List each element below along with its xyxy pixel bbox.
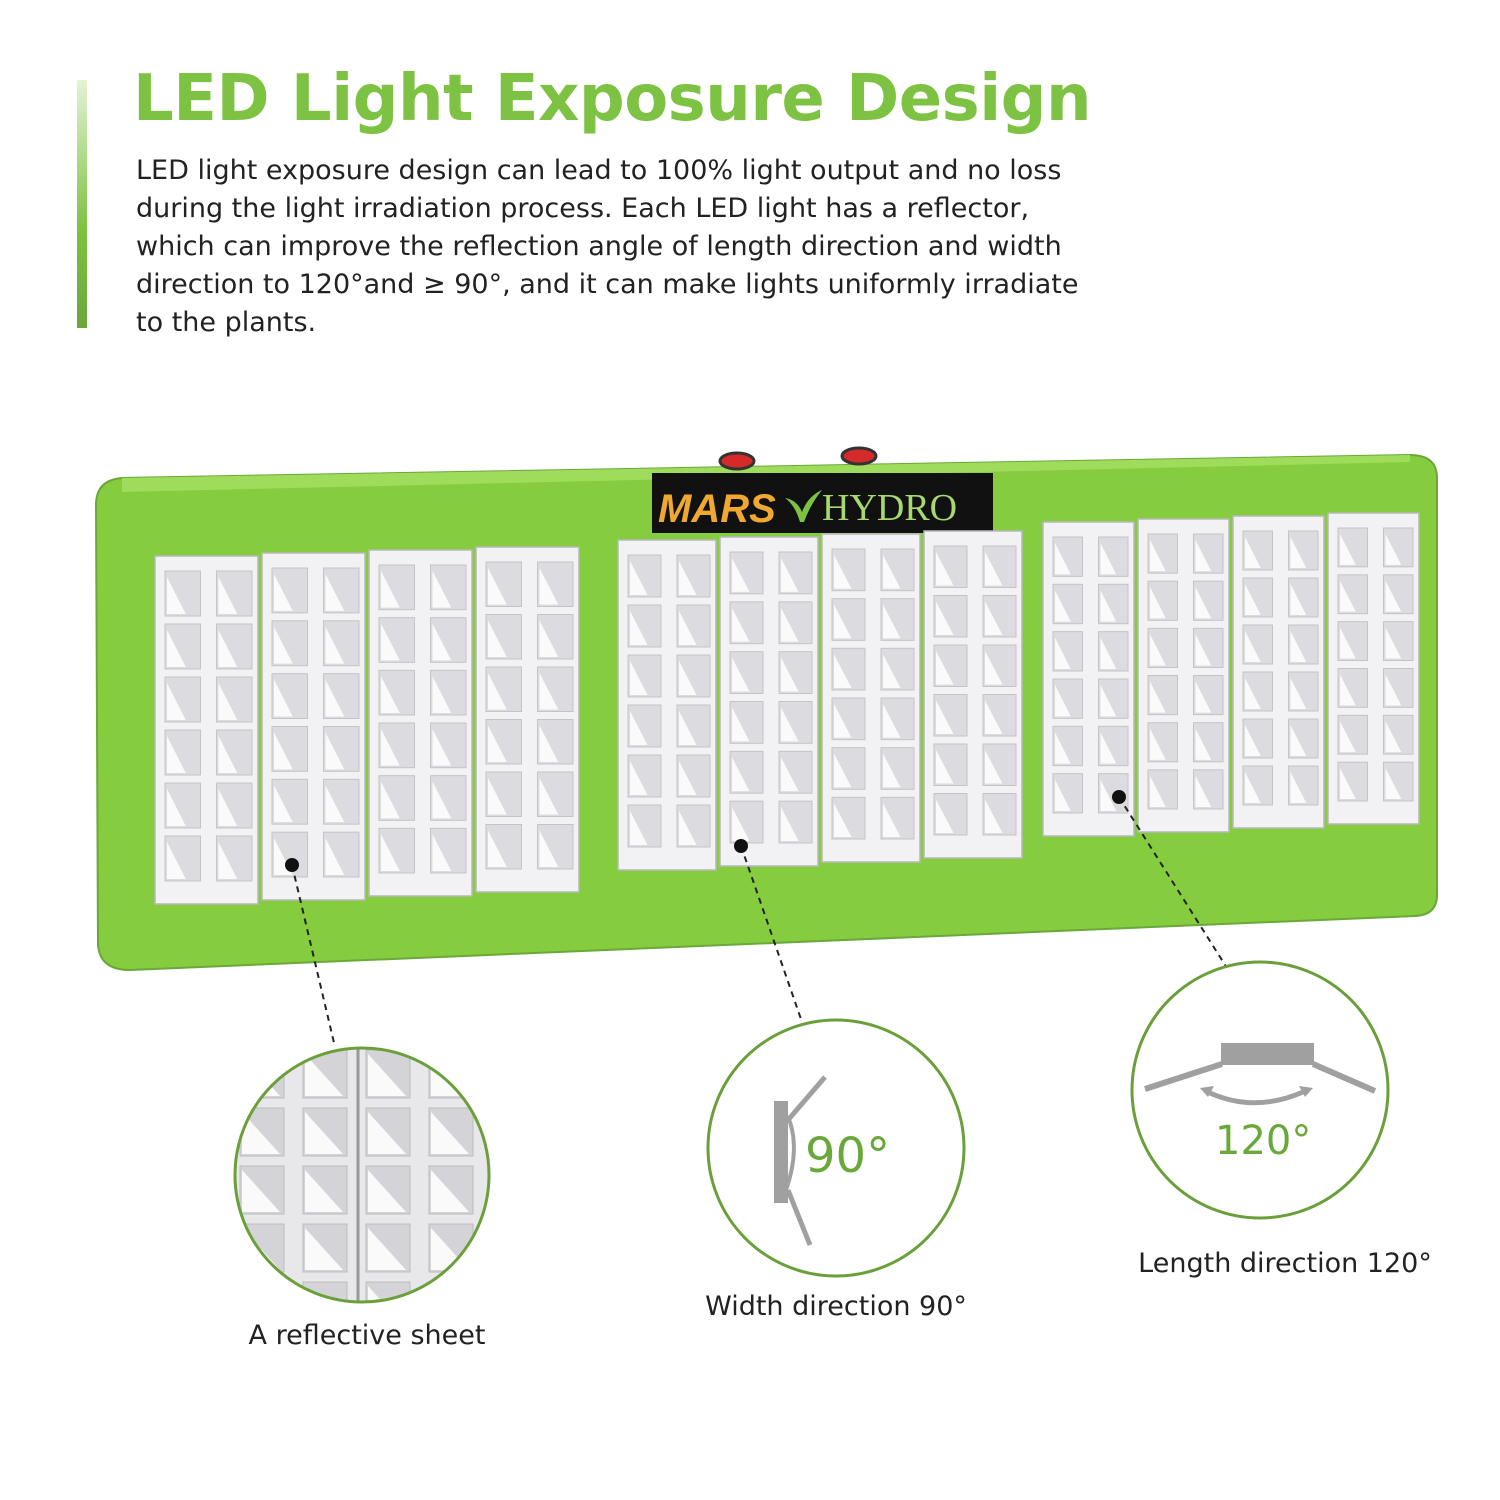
power-switch-2 (840, 446, 878, 466)
page-title: LED Light Exposure Design (133, 62, 1092, 136)
description: LED light exposure design can lead to 10… (136, 155, 1079, 338)
angle-120-text: 120° (1215, 1118, 1311, 1164)
reflector-closeup-icon (236, 1049, 488, 1301)
width-angle-diagram-icon: 90° (706, 1018, 966, 1278)
length-direction-label: Length direction 120° (1138, 1248, 1432, 1279)
svg-text:MARS: MARS (658, 487, 776, 531)
length-angle-diagram-icon: 120° (1130, 960, 1390, 1220)
angle-90-text: 90° (805, 1128, 890, 1184)
callout-dot-2 (734, 839, 748, 853)
power-switch-1 (718, 451, 756, 471)
callout-dot-3 (1112, 790, 1126, 804)
mars-hydro-logo: MARS HYDRO (652, 473, 993, 533)
width-direction-label: Width direction 90° (705, 1291, 967, 1322)
svg-text:HYDRO: HYDRO (822, 487, 957, 529)
reflective-sheet-label: A reflective sheet (248, 1320, 486, 1351)
callout-dot-1 (285, 858, 299, 872)
accent-bar (77, 80, 87, 328)
reflector-modules (154, 512, 1420, 905)
